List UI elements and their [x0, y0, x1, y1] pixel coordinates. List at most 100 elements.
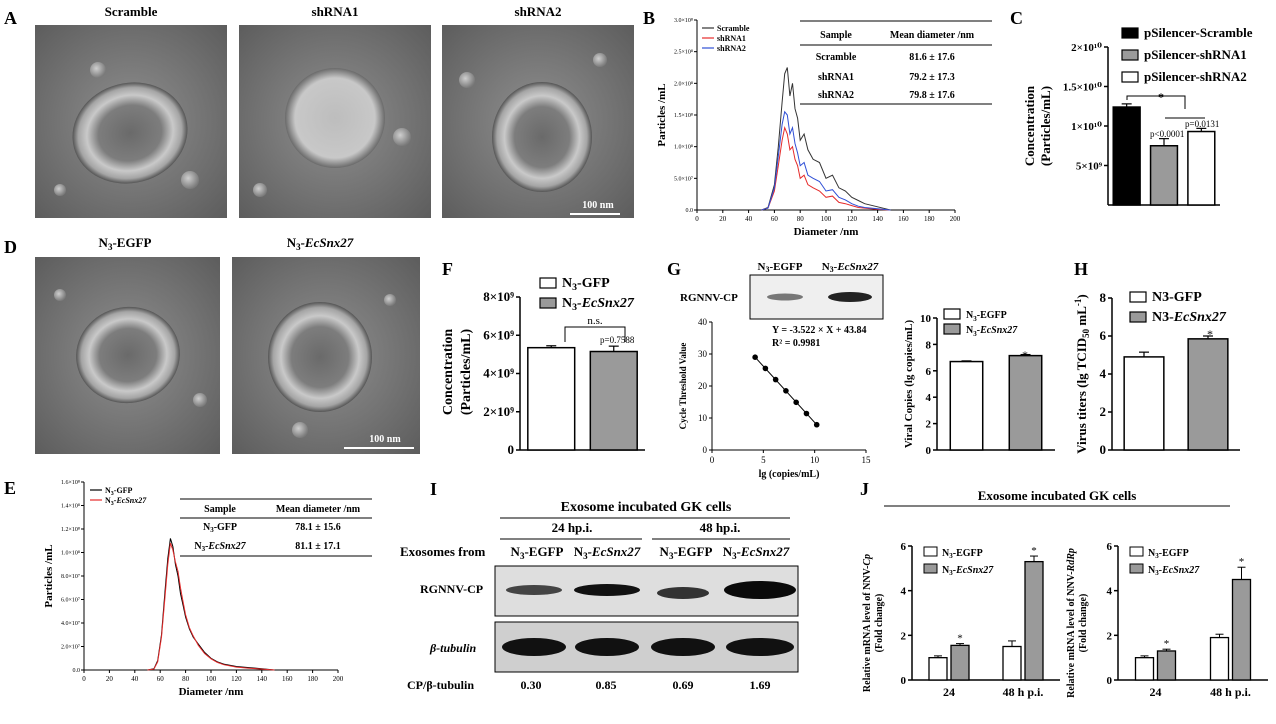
pval-1: p<0.0001 — [1150, 129, 1184, 139]
sig-star: * — [1031, 545, 1037, 557]
x-tick-label: 60 — [771, 215, 779, 223]
legend-label: pSilencer-Scramble — [1144, 25, 1253, 40]
x-tick-label: 80 — [797, 215, 805, 223]
y-tick-label: 1×10¹⁰ — [1071, 121, 1102, 133]
y-tick-label: 1.2×10⁸ — [61, 527, 80, 533]
ns-label: n.s. — [587, 315, 603, 327]
legend-swatch — [1129, 546, 1144, 557]
y-tick-label: 6×10⁹ — [483, 327, 514, 342]
data-point — [813, 421, 820, 428]
panel-d-em-images: N3-EGFP N3-EcSnx27 100 nm — [35, 235, 420, 454]
x-tick-label: 140 — [872, 215, 883, 223]
i-col4: N3-EcSnx27 — [723, 544, 790, 561]
i-col3: N3-EGFP — [660, 544, 713, 561]
legend-swatch — [539, 297, 557, 309]
y-tick-label: 8 — [926, 339, 932, 351]
x-tick-label: 24 — [1150, 685, 1162, 699]
bar-1 — [1123, 356, 1165, 451]
data-point — [772, 376, 779, 383]
sig-star: * — [1207, 327, 1213, 341]
sig-bracket — [564, 326, 626, 342]
blot-g-col2: N3-EcSnx27 — [822, 261, 879, 274]
chart-e-nta: 0 20 40 60 80 100 120 140 160 180 200 0.0 2.0×10⁷ 4.0… — [43, 480, 344, 698]
y-tick-label: 10 — [920, 313, 932, 325]
chart-h-virus-titers: 0 2 4 6 8 Virus titers (lg TCID50 mL-1) N3-GFP… — [1073, 290, 1240, 457]
legend-label: N3-EGFP — [966, 310, 1007, 323]
y-tick-label: 2 — [901, 630, 907, 642]
bar-2-1 — [1209, 636, 1230, 681]
y-axis-label-units: (Particles/mL) — [459, 329, 474, 416]
i-band-label-cp: RGNNV-CP — [420, 582, 483, 596]
g-equation: Y = -3.522 × X + 43.84 — [772, 325, 867, 336]
chart-g-standard-curve: 0 5 10 15 0 10 20 30 40 lg (copies/mL) Cycle Thres… — [678, 317, 871, 480]
i-ratio-1: 0.30 — [521, 678, 542, 692]
y-tick-label: 0 — [901, 675, 907, 687]
bar-2 — [589, 350, 638, 451]
bar-1 — [949, 360, 984, 451]
scale-bar-label-a: 100 nm — [582, 200, 614, 211]
em-title-n3-egfp: N3-EGFP — [99, 235, 152, 252]
y-tick-label: 6 — [926, 366, 932, 378]
x-tick-label: 24 — [943, 685, 955, 699]
em-image-shrna1: shRNA1 — [239, 4, 431, 218]
legend-label: N3-GFP — [105, 486, 133, 497]
x-tick-label: 200 — [333, 675, 344, 683]
y-tick-label: 8 — [1100, 290, 1107, 305]
bar-1-2 — [1156, 650, 1177, 681]
y-tick-label: 2.5×10⁸ — [674, 50, 693, 56]
i-time-24: 24 hp.i. — [552, 520, 593, 535]
i-col1: N3-EGFP — [511, 544, 564, 561]
i-band-label-tubulin: β-tubulin — [429, 641, 476, 655]
i-ratio-3: 0.69 — [673, 678, 694, 692]
legend-label: N3-EcSnx27 — [562, 296, 635, 313]
y-tick-label: 3.0×10⁸ — [674, 18, 693, 24]
bar-2 — [1149, 145, 1179, 206]
y-axis-label: Particles /mL — [656, 83, 668, 146]
x-tick-label: 180 — [924, 215, 935, 223]
y-tick-label: 2.0×10⁸ — [674, 81, 693, 87]
x-tick-label: 120 — [231, 675, 242, 683]
y-tick-label: 1.0×10⁸ — [61, 551, 80, 557]
y-axis-label: Concentration — [441, 329, 456, 416]
data-point — [793, 399, 799, 406]
sig-star: * — [1022, 348, 1028, 362]
x-tick-label: 0 — [710, 455, 715, 465]
em-image-shrna2: shRNA2 100 nm — [442, 4, 634, 218]
y-tick-label: 0 — [508, 442, 515, 457]
data-point — [783, 388, 789, 394]
y-tick-label: 40 — [698, 317, 708, 327]
y-axis-label-units: (Fold change) — [874, 594, 885, 653]
legend-label: N3-EcSnx27 — [1148, 565, 1200, 577]
bar-1 — [527, 346, 576, 451]
x-axis-label: Diameter /nm — [794, 226, 859, 238]
y-tick-label: 4 — [1107, 586, 1113, 598]
panel-letter-G: G — [667, 259, 681, 279]
y-tick-label: 10 — [698, 413, 708, 423]
y-tick-label: 1.4×10⁸ — [61, 504, 80, 510]
y-axis-label: Cycle Threshold Value — [678, 343, 688, 430]
bar-2-2 — [1024, 560, 1044, 681]
chart-b-nta: 0 20 40 60 80 100 120 140 160 180 200 0.0 5.0×10⁷ 1.0… — [656, 18, 961, 238]
y-axis-label: Relative mRNA level of NNV-Cp — [862, 554, 873, 692]
y-tick-label: 4×10⁹ — [483, 366, 514, 381]
table-b-row3-sample: shRNA2 — [818, 90, 854, 101]
sig-star: * — [1239, 556, 1245, 568]
legend-label: N3-GFP — [562, 276, 610, 293]
y-tick-label: 8.0×10⁷ — [61, 574, 80, 580]
y-axis-label-units: (Fold change) — [1078, 594, 1089, 653]
y-tick-label: 4.0×10⁷ — [61, 621, 80, 627]
bar-3 — [1187, 130, 1216, 206]
panel-letter-E: E — [4, 478, 16, 498]
legend-swatch — [923, 546, 938, 557]
y-tick-label: 1.5×10¹⁰ — [1063, 82, 1102, 94]
em-title-shrna1: shRNA1 — [312, 4, 359, 19]
legend-label: N3-EcSnx27 — [966, 325, 1018, 338]
legend-label: pSilencer-shRNA2 — [1144, 69, 1247, 84]
i-ratio-4: 1.69 — [750, 678, 771, 692]
panel-g-blot: N3-EGFP N3-EcSnx27 RGNNV-CP — [680, 261, 884, 320]
x-tick-label: 160 — [282, 675, 293, 683]
y-tick-label: 2 — [1107, 630, 1113, 642]
legend-label: pSilencer-shRNA1 — [1144, 47, 1247, 62]
chart-f-concentration: 0 2×10⁹ 4×10⁹ 6×10⁹ 8×10⁹ Concentration (Parti… — [441, 276, 645, 457]
